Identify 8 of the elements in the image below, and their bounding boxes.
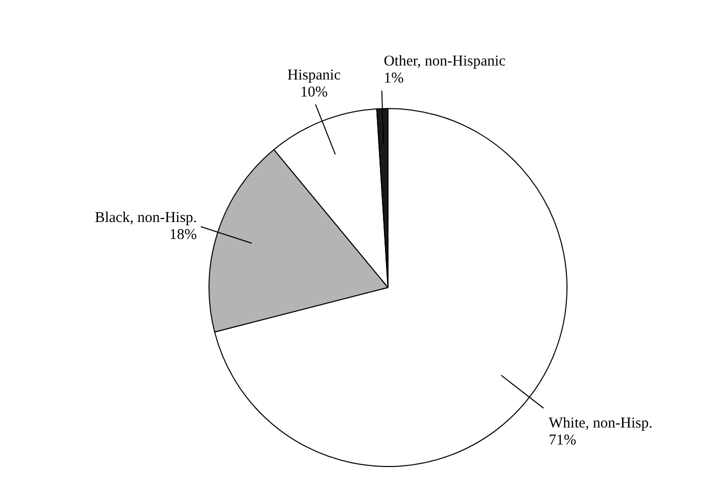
- data-label: 1%: [384, 70, 404, 87]
- slice-label: Black, non-Hisp.: [94, 210, 197, 226]
- data-label: 18%: [169, 226, 197, 243]
- slice-label: Hispanic: [287, 68, 342, 84]
- data-label: 71%: [548, 432, 576, 449]
- slice-label: White, non-Hisp.: [548, 416, 652, 432]
- data-label: 10%: [300, 84, 328, 101]
- slice-label: Other, non-Hispanic: [384, 54, 506, 70]
